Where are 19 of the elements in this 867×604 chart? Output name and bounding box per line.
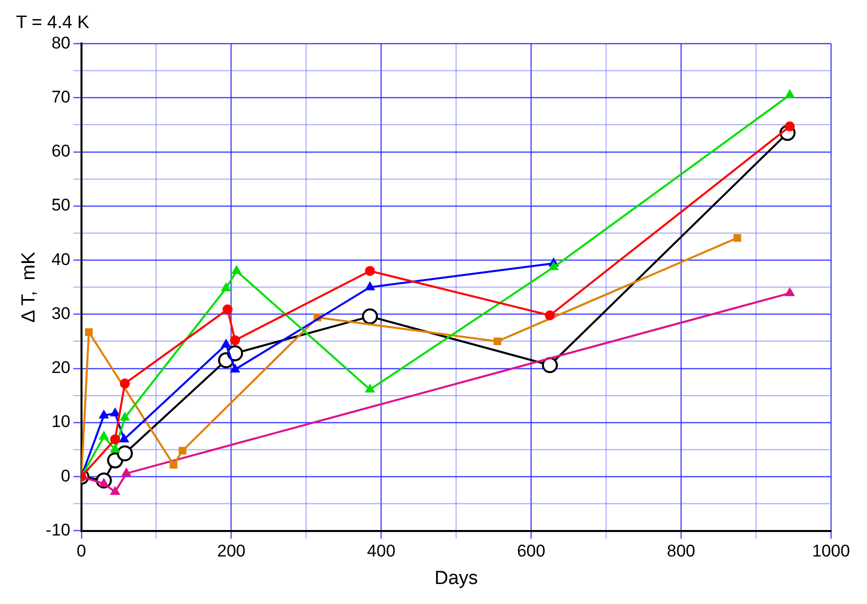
y-tick-label: 60 [51, 142, 70, 161]
y-tick-label: 50 [51, 196, 70, 215]
x-tick-label: 800 [666, 542, 696, 561]
x-tick-label: 600 [516, 542, 546, 561]
y-tick-label: -10 [46, 520, 70, 540]
y-tick-label: 10 [51, 412, 70, 432]
x-tick-label: 1000 [812, 542, 850, 561]
x-tick-label: 400 [367, 542, 396, 561]
y-tick-label: 80 [51, 33, 70, 52]
y-tick-label: 40 [51, 250, 70, 269]
x-tick-label: 200 [217, 542, 246, 561]
y-tick-label: 70 [51, 87, 70, 106]
y-tick-label: 20 [51, 358, 70, 378]
y-tick-label: 0 [60, 466, 70, 486]
chart-title: T = 4.4 K [16, 12, 90, 32]
y-axis-title: Δ T, mK [18, 251, 40, 323]
x-axis-title: Days [434, 568, 478, 589]
x-tick-label: 0 [76, 542, 86, 561]
y-tick-label: 30 [51, 304, 70, 323]
